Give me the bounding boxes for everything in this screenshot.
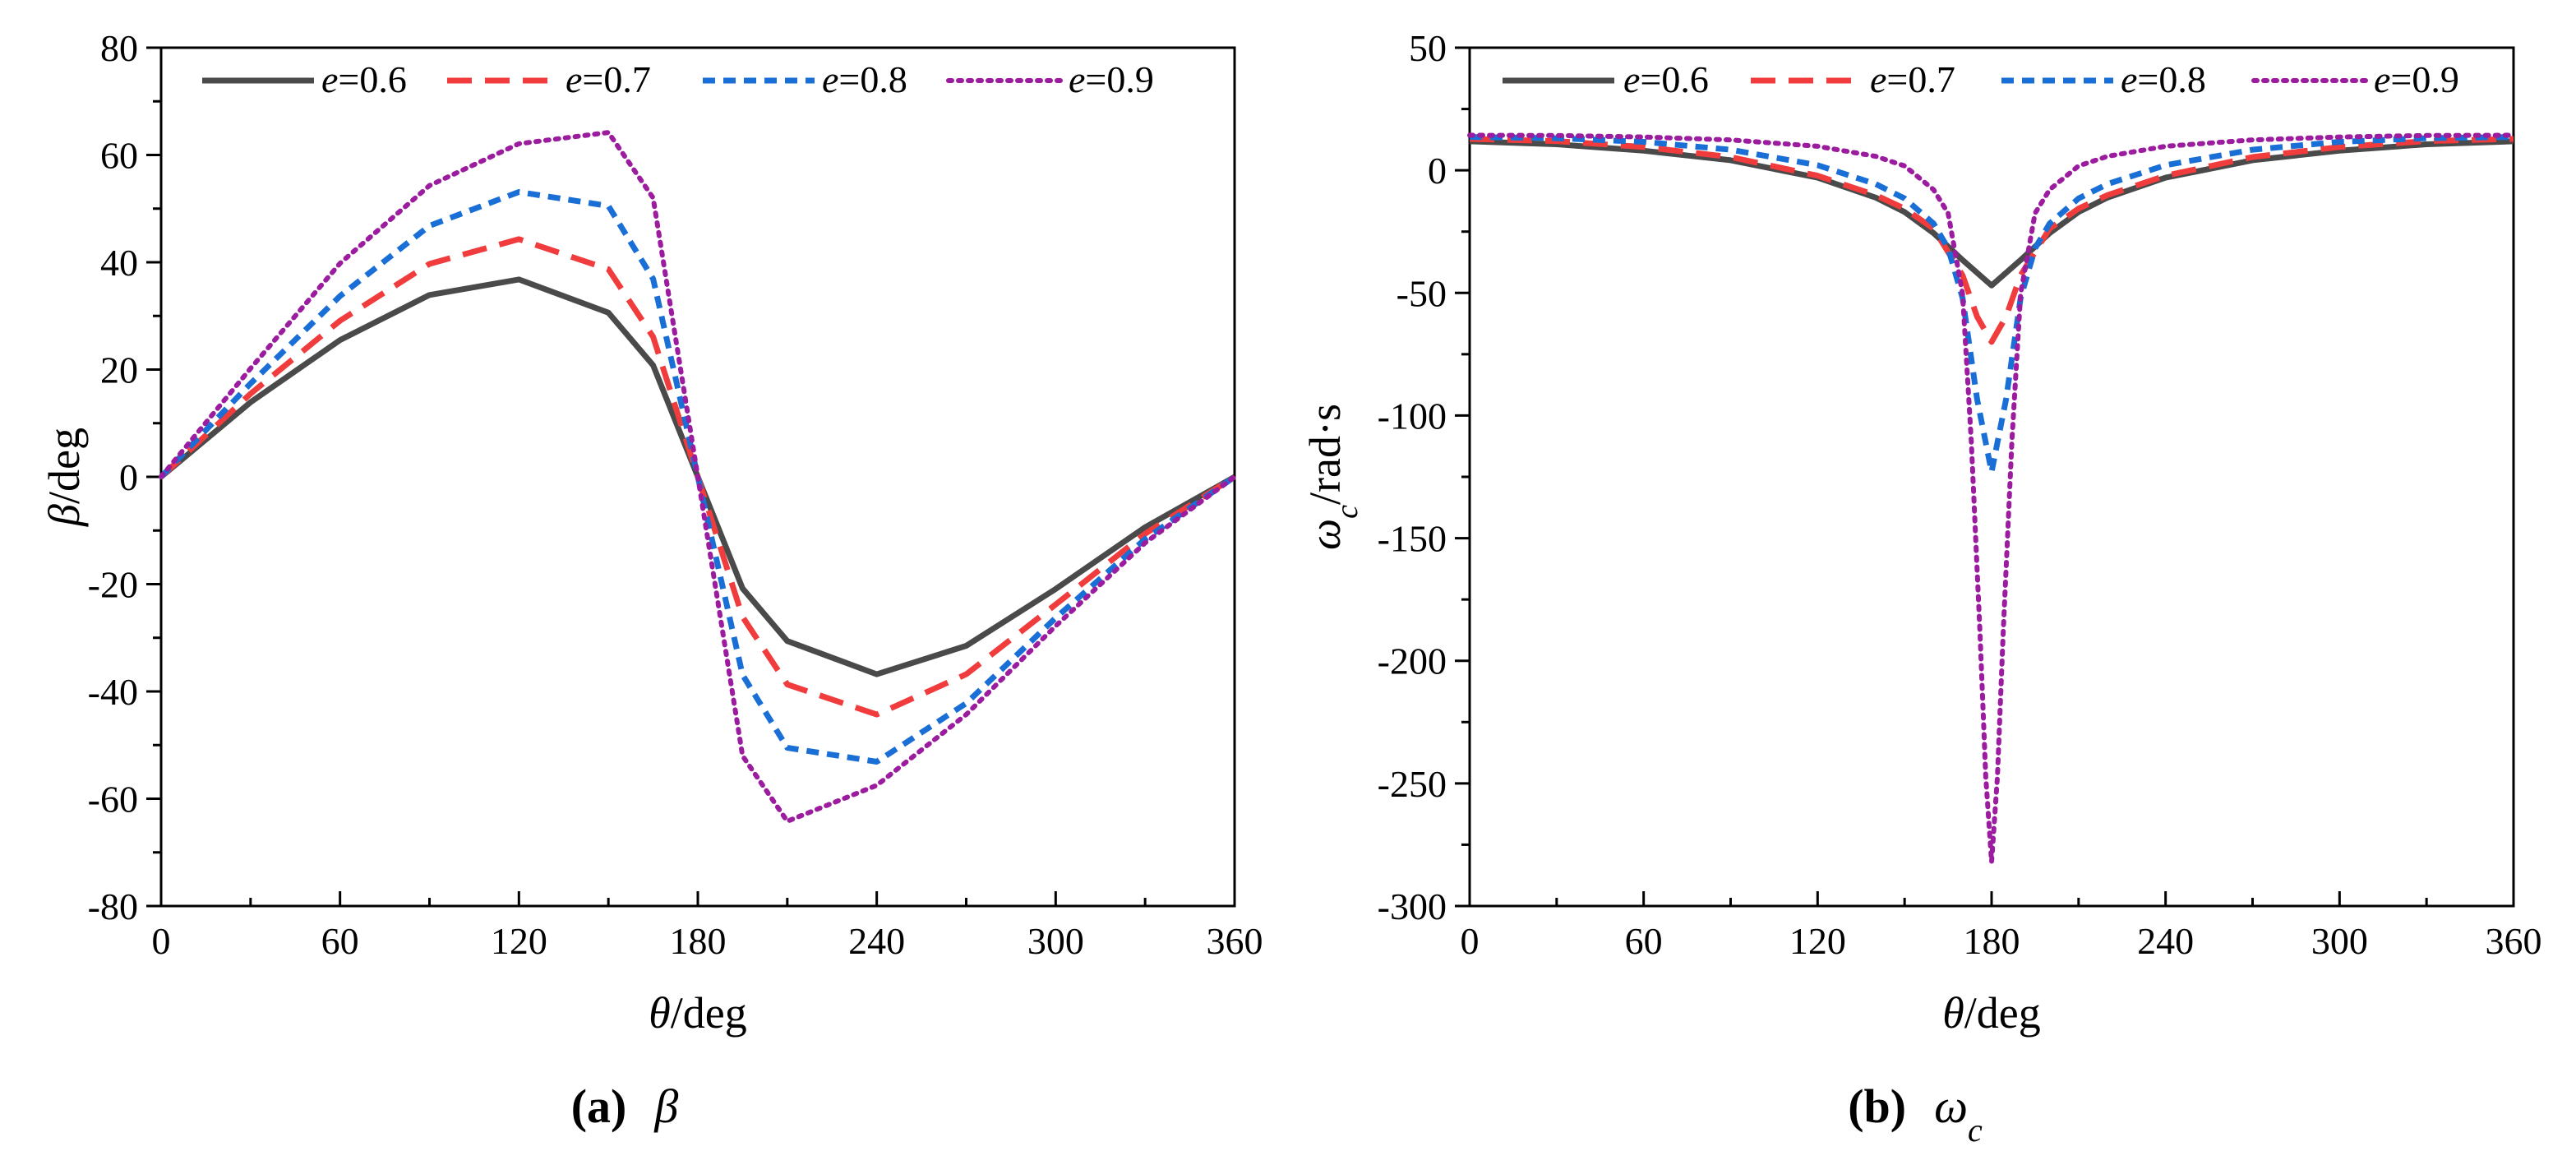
x-axis-symbol: θ (1942, 988, 1964, 1038)
legend-prefix: e (822, 58, 838, 100)
ticks: 0 60 120 180 240 300 360 -300 -250 -200 -150 -100 -5… (1378, 27, 2542, 962)
series-line-e=0.9 (1467, 132, 2516, 865)
legend-prefix: e (2121, 58, 2137, 100)
series-group (159, 130, 1237, 824)
y-tick-label: 0 (1428, 150, 1447, 192)
y-axis-unit: /rad·s (1300, 404, 1350, 505)
series-group (1467, 132, 2516, 865)
y-axis-unit: /deg (39, 428, 89, 504)
panel-b: 0 60 120 180 240 300 360 -300 -250 -200 -150 -100 -5… (1300, 27, 2542, 1149)
panel-a-caption: (a) β (571, 1079, 679, 1133)
legend-value: =0.7 (1886, 58, 1955, 100)
legend-value: =0.6 (1640, 58, 1708, 100)
y-axis-title: ωc/rad·s (1300, 404, 1364, 550)
series-line-e=0.8 (1469, 134, 2514, 475)
y-tick-label: 50 (1409, 27, 1447, 69)
y-tick-label: 0 (119, 456, 138, 498)
x-axis-symbol: θ (649, 988, 671, 1038)
caption-subscript: c (1968, 1112, 1983, 1149)
caption-letter: (b) (1848, 1079, 1906, 1133)
y-tick-label: -80 (88, 885, 138, 927)
series-line-e=0.6 (1469, 138, 2514, 289)
y-tick-label: -300 (1378, 885, 1447, 927)
x-tick-label: 60 (1625, 920, 1663, 962)
x-tick-label: 120 (491, 920, 547, 962)
legend-value: =0.9 (2390, 58, 2458, 100)
legend-label: e=0.8 (2121, 58, 2206, 100)
x-axis-unit: /deg (671, 988, 747, 1038)
x-tick-label: 240 (2137, 920, 2194, 962)
caption-symbol: β (653, 1079, 678, 1133)
panel-b-caption: (b) ωc (1848, 1079, 1983, 1149)
legend-prefix: e (321, 58, 338, 100)
x-tick-label: 300 (1027, 920, 1084, 962)
y-tick-label: 20 (100, 349, 138, 391)
y-tick-label: 40 (100, 242, 138, 284)
x-tick-label: 120 (1789, 920, 1846, 962)
legend-label: e=0.9 (1069, 58, 1154, 100)
y-axis-symbol: ω (1300, 519, 1350, 550)
legend: e=0.6 e=0.7 e=0.8 e=0.9 (202, 58, 1154, 100)
legend-value: =0.8 (838, 58, 907, 100)
plot-frame (1468, 46, 2515, 908)
y-axis-subscript: c (1330, 505, 1364, 519)
legend-value: =0.9 (1085, 58, 1153, 100)
x-tick-label: 0 (1461, 920, 1480, 962)
y-tick-label: -20 (88, 564, 138, 606)
x-tick-label: 0 (152, 920, 171, 962)
y-axis-symbol: β (39, 504, 89, 527)
y-tick-label: -50 (1396, 272, 1447, 314)
legend-prefix: e (1623, 58, 1640, 100)
x-tick-label: 60 (321, 920, 359, 962)
legend-prefix: e (566, 58, 582, 100)
x-tick-label: 180 (670, 920, 727, 962)
y-tick-label: -150 (1378, 518, 1447, 560)
x-tick-label: 180 (1964, 920, 2020, 962)
y-axis-title: β/deg (39, 428, 89, 527)
legend-prefix: e (1069, 58, 1085, 100)
series-line-e=0.9 (159, 130, 1237, 824)
ticks: 0 60 120 180 240 300 360 -80 -60 -40 -20 0 20 40 60 80 (88, 27, 1263, 962)
y-tick-label: -60 (88, 779, 138, 821)
legend-value: =0.7 (582, 58, 650, 100)
panel-a: 0 60 120 180 240 300 360-80-60-40-20020406080 … (39, 27, 1263, 1133)
series-line-e=0.7 (1469, 136, 2514, 345)
legend-value: =0.8 (2137, 58, 2205, 100)
caption-symbol: ω (1934, 1079, 1968, 1133)
x-tick-label: 360 (2486, 920, 2542, 962)
y-tick-label: -200 (1378, 640, 1447, 682)
legend-label: e=0.6 (1623, 58, 1709, 100)
legend-prefix: e (2374, 58, 2390, 100)
x-tick-label: 300 (2311, 920, 2368, 962)
legend-prefix: e (1870, 58, 1886, 100)
legend-label: e=0.6 (321, 58, 407, 100)
x-tick-label: 240 (848, 920, 905, 962)
x-axis-title: θ/deg (1942, 988, 2041, 1038)
legend-label: e=0.7 (566, 58, 651, 100)
legend-label: e=0.9 (2374, 58, 2459, 100)
y-tick-label: 60 (100, 135, 138, 177)
x-axis-unit: /deg (1964, 988, 2041, 1038)
legend-label: e=0.8 (822, 58, 907, 100)
caption-letter: (a) (571, 1079, 627, 1133)
legend-label: e=0.7 (1870, 58, 1955, 100)
legend: e=0.6 e=0.7 e=0.8 e=0.9 (1503, 58, 2459, 100)
y-tick-label: 80 (100, 27, 138, 69)
y-tick-label: -250 (1378, 763, 1447, 805)
x-tick-label: 360 (1207, 920, 1263, 962)
legend-value: =0.6 (338, 58, 406, 100)
y-tick-label: -100 (1378, 395, 1447, 437)
y-tick-label: -40 (88, 671, 138, 713)
x-axis-title: θ/deg (649, 988, 747, 1038)
